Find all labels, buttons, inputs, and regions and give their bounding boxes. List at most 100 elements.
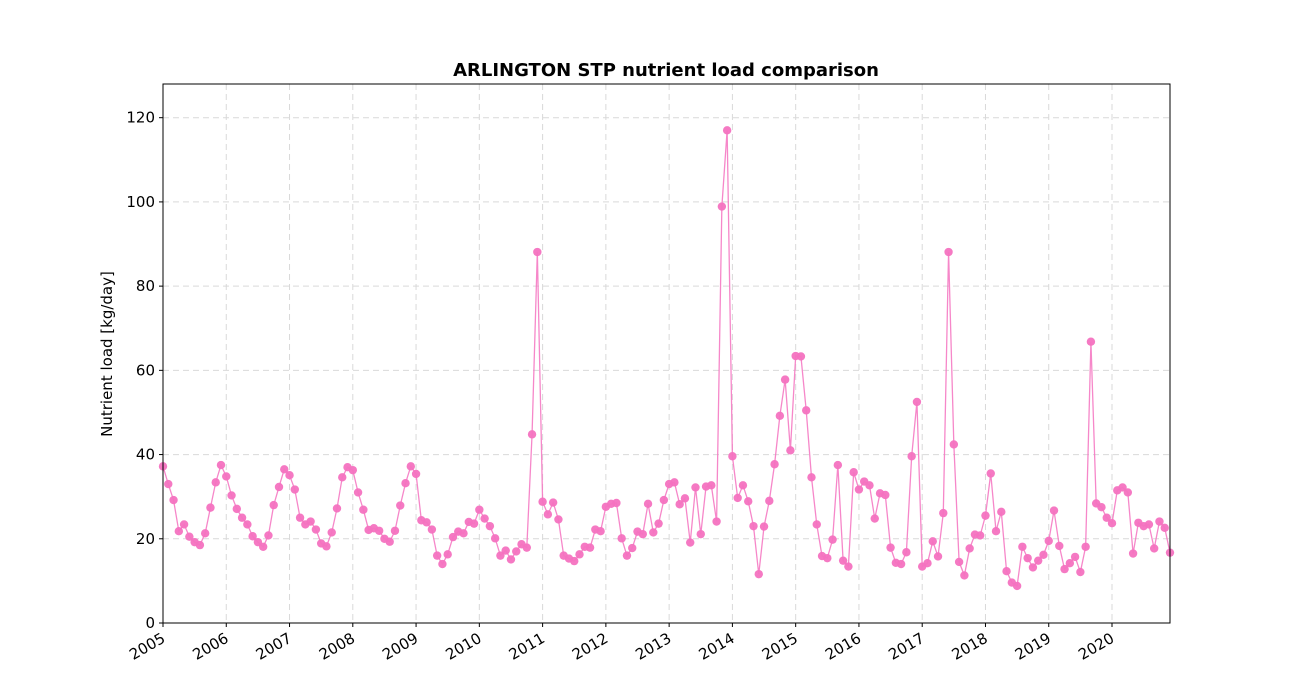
data-point xyxy=(195,540,205,550)
data-point xyxy=(617,534,626,543)
plot-frame xyxy=(162,83,1171,624)
data-point xyxy=(1160,523,1169,533)
data-point xyxy=(1086,337,1096,346)
data-point xyxy=(939,508,948,518)
data-point xyxy=(390,526,400,535)
data-point xyxy=(1102,513,1111,522)
data-point xyxy=(169,495,178,505)
data-point xyxy=(691,483,700,492)
data-point xyxy=(744,497,753,506)
data-point xyxy=(506,555,516,564)
data-point xyxy=(174,527,184,536)
y-tick-label: 0 xyxy=(145,614,155,632)
data-point xyxy=(649,528,658,537)
y-axis: 0 20 40 60 80 100 120 xyxy=(126,109,163,632)
data-point xyxy=(949,440,959,449)
y-tick-label: 20 xyxy=(136,530,155,548)
y-axis-label: Nutrient load [kg/day] xyxy=(98,271,116,437)
data-point xyxy=(353,488,363,497)
data-point xyxy=(227,491,236,500)
data-point xyxy=(907,452,916,461)
data-point xyxy=(396,501,405,510)
data-point xyxy=(1012,581,1022,591)
data-point xyxy=(200,529,210,538)
data-point xyxy=(812,520,821,529)
data-point xyxy=(359,505,368,514)
data-point xyxy=(485,521,495,531)
data-point xyxy=(164,479,173,489)
data-point xyxy=(538,497,547,506)
data-point xyxy=(448,532,458,542)
data-point xyxy=(269,500,278,510)
data-point xyxy=(1144,520,1154,529)
data-point xyxy=(965,544,974,553)
data-point xyxy=(206,503,215,512)
data-point xyxy=(1049,506,1059,515)
data-point xyxy=(1076,567,1085,577)
data-point xyxy=(385,537,394,546)
y-tick-label: 100 xyxy=(126,193,155,211)
data-point xyxy=(865,481,874,490)
data-point xyxy=(680,494,690,503)
data-point xyxy=(654,519,663,528)
data-point xyxy=(527,430,537,439)
data-point xyxy=(596,527,605,536)
data-point xyxy=(501,546,510,555)
data-point xyxy=(348,465,358,475)
data-point xyxy=(332,504,342,513)
data-point xyxy=(211,478,220,487)
data-point xyxy=(738,481,748,490)
data-point xyxy=(575,550,584,559)
data-point xyxy=(933,552,943,561)
data-point xyxy=(222,472,231,481)
data-point xyxy=(802,406,811,415)
data-point xyxy=(928,537,937,546)
data-point xyxy=(638,529,647,539)
grid-layer xyxy=(163,84,1170,623)
data-point xyxy=(480,514,489,523)
data-point xyxy=(686,538,695,547)
data-point xyxy=(443,550,452,559)
data-point xyxy=(1039,550,1048,559)
data-point xyxy=(759,522,769,531)
data-point xyxy=(670,478,679,487)
data-point xyxy=(712,517,721,526)
data-point xyxy=(374,526,384,535)
data-point xyxy=(570,556,579,566)
data-point xyxy=(754,569,763,579)
data-point xyxy=(786,446,795,455)
data-point xyxy=(285,470,294,480)
data-point xyxy=(1123,488,1133,497)
data-point xyxy=(512,547,521,556)
data-point xyxy=(543,510,553,519)
data-point xyxy=(280,465,289,474)
data-point xyxy=(960,571,969,580)
data-point xyxy=(1107,519,1117,528)
data-point xyxy=(643,499,653,509)
data-point xyxy=(1149,544,1159,553)
data-point xyxy=(237,513,247,522)
data-point xyxy=(459,529,468,538)
data-point xyxy=(944,247,953,257)
data-point xyxy=(1023,553,1032,563)
data-point xyxy=(264,531,273,540)
data-point xyxy=(311,525,321,534)
data-point xyxy=(807,473,816,482)
data-point xyxy=(243,520,252,529)
y-tick-label: 120 xyxy=(126,109,155,127)
data-point xyxy=(475,505,484,514)
data-point xyxy=(991,527,1001,536)
data-point xyxy=(295,513,305,522)
data-point xyxy=(490,534,500,543)
data-point xyxy=(338,473,347,482)
data-point xyxy=(912,397,922,407)
data-point xyxy=(1118,483,1127,492)
data-point xyxy=(522,543,531,552)
data-point xyxy=(838,556,848,565)
data-point xyxy=(881,490,890,500)
data-point xyxy=(533,247,542,257)
y-tick-label: 40 xyxy=(136,446,155,464)
data-point xyxy=(765,496,774,506)
data-point xyxy=(796,352,806,361)
data-point xyxy=(406,462,415,471)
